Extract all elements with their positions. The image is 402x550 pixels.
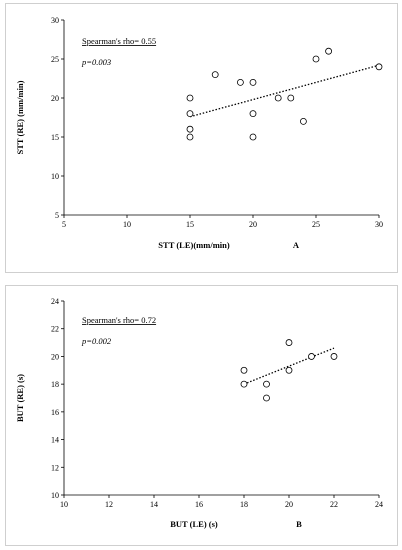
data-point: [325, 47, 333, 55]
data-point: [287, 94, 295, 102]
scatter-chart-b: 10 12 14 16 18 20 22 24 10 12 14 16 18 20 22 24 Spearman…: [15, 297, 383, 529]
x-tick-label: 30: [375, 220, 383, 229]
annotation-rho: Spearman's rho= 0.55: [82, 36, 156, 46]
scatter-chart-a: 5 10 15 20 25 30 5 10 15 20 25 30 Spearman's rho= 0.…: [15, 16, 383, 250]
x-tick-label: 20: [249, 220, 257, 229]
x-tick-label: 12: [105, 500, 113, 509]
data-point: [186, 133, 194, 141]
x-tick-label: 24: [375, 500, 383, 509]
y-tick-label: 18: [51, 380, 59, 389]
annotation-p: p=0.003: [81, 57, 111, 67]
data-point: [240, 380, 248, 388]
x-tick-label: 18: [240, 500, 248, 509]
y-tick-label: 30: [51, 16, 59, 25]
data-point: [249, 133, 257, 141]
y-tick-label: 10: [51, 491, 59, 500]
panel-letter: A: [293, 240, 300, 250]
data-point: [263, 380, 270, 388]
x-tick-label: 25: [312, 220, 320, 229]
data-point: [263, 394, 270, 402]
y-axis-label: STT (RE) (mm/min): [15, 80, 25, 154]
data-point: [285, 339, 293, 346]
data-point: [236, 79, 244, 86]
data-point: [186, 125, 194, 133]
chart-panel-a: 5 10 15 20 25 30 5 10 15 20 25 30 Spearman's rho= 0.…: [5, 3, 398, 273]
y-tick-label: 16: [51, 408, 59, 417]
y-tick-label: 22: [51, 325, 59, 334]
y-tick-label: 25: [51, 55, 59, 64]
data-point: [249, 79, 257, 86]
chart-panel-b: 10 12 14 16 18 20 22 24 10 12 14 16 18 20 22 24 Spearman…: [5, 285, 398, 546]
data-point: [186, 94, 194, 102]
x-tick-label: 20: [285, 500, 293, 509]
trendline: [243, 347, 335, 385]
y-tick-label: 14: [51, 436, 59, 445]
trendline: [189, 64, 380, 118]
data-point: [299, 118, 307, 125]
annotation-p: p=0.002: [81, 336, 112, 346]
data-point: [375, 63, 383, 71]
data-point: [211, 71, 219, 78]
x-tick-label: 10: [123, 220, 131, 229]
y-tick-label: 20: [51, 352, 59, 361]
x-tick-label: 16: [195, 500, 203, 509]
data-point: [240, 366, 248, 374]
y-tick-label: 12: [51, 463, 59, 472]
x-tick-label: 10: [60, 500, 68, 509]
panel-letter: B: [296, 519, 302, 529]
x-tick-label: 22: [330, 500, 338, 509]
data-point: [186, 110, 194, 117]
x-axis-label: STT (LE)(mm/min): [158, 240, 230, 250]
y-tick-label: 5: [55, 211, 59, 220]
data-point: [249, 110, 257, 117]
data-point: [274, 94, 282, 102]
data-point: [312, 55, 320, 63]
data-point: [285, 366, 293, 374]
y-tick-label: 10: [51, 172, 59, 181]
annotation-rho: Spearman's rho= 0.72: [82, 315, 156, 325]
y-tick-label: 20: [51, 94, 59, 103]
y-tick-label: 15: [51, 133, 59, 142]
data-point: [308, 353, 315, 360]
y-tick-label: 24: [51, 297, 59, 306]
x-tick-label: 15: [186, 220, 194, 229]
y-axis-label: BUT (RE) (s): [15, 374, 25, 422]
x-tick-label: 5: [62, 220, 66, 229]
x-axis-label: BUT (LE) (s): [170, 519, 218, 529]
x-tick-label: 14: [150, 500, 158, 509]
data-point: [330, 353, 338, 360]
